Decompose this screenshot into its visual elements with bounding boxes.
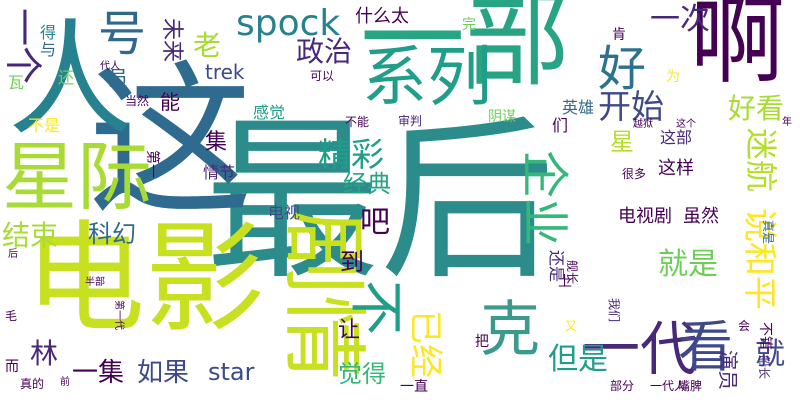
- cloud-word: 部分: [610, 379, 635, 393]
- cloud-word: 毛: [5, 309, 18, 323]
- cloud-word: 真的: [20, 377, 45, 391]
- cloud-word: 我们: [607, 298, 621, 323]
- cloud-word: 舰长: [565, 260, 579, 285]
- cloud-word: 越狱: [633, 119, 653, 130]
- cloud-word: 林: [30, 337, 59, 370]
- cloud-word: 让: [338, 318, 361, 343]
- cloud-word: 好: [598, 41, 647, 97]
- cloud-word: 不错: [757, 322, 773, 350]
- cloud-word: 与: [40, 40, 57, 59]
- cloud-word: 这: [88, 46, 253, 238]
- cloud-word: 什么太: [355, 6, 409, 27]
- cloud-word: 一部: [360, 0, 571, 101]
- cloud-word: 最后: [205, 101, 555, 304]
- cloud-word: 虽然: [683, 206, 719, 227]
- cloud-word: 会: [738, 319, 751, 333]
- cloud-word: 肯: [612, 27, 626, 43]
- cloud-word: 啊: [690, 0, 786, 97]
- cloud-word: 上: [558, 274, 572, 290]
- cloud-word: 已经: [405, 310, 445, 378]
- cloud-word: 星际: [2, 133, 153, 221]
- cloud-word: 不能: [345, 115, 370, 129]
- cloud-word: 电视: [268, 203, 301, 222]
- cloud-word: 就是: [658, 247, 718, 282]
- cloud-word: 第一代: [113, 300, 124, 330]
- cloud-word: 吧: [360, 205, 390, 240]
- cloud-word: 觉得: [338, 360, 386, 388]
- cloud-word: 得: [40, 23, 57, 42]
- cloud-word: 一直: [400, 379, 428, 395]
- cloud-word: 政治: [296, 35, 353, 68]
- cloud-word: 可以: [310, 69, 335, 83]
- cloud-word: 星: [610, 128, 634, 156]
- cloud-word: 情节: [203, 163, 236, 182]
- cloud-word: 能: [160, 90, 180, 114]
- cloud-word: 好看: [728, 92, 785, 125]
- cloud-word: 就: [755, 337, 785, 372]
- cloud-word: 一次: [650, 2, 710, 37]
- cloud-word: 到: [340, 248, 364, 276]
- cloud-word: 真是: [761, 220, 775, 245]
- cloud-word: 演员: [716, 350, 740, 390]
- cloud-word: 代人: [100, 61, 120, 72]
- cloud-word: 电视剧: [618, 206, 672, 227]
- cloud-word: 前: [60, 377, 70, 388]
- cloud-word: 企业: [516, 150, 572, 247]
- cloud-word: 员: [108, 66, 128, 90]
- cloud-word: 后: [8, 249, 18, 260]
- cloud-word: 完: [462, 17, 476, 33]
- cloud-word: 人: [8, 8, 133, 153]
- cloud-word: star: [208, 358, 255, 386]
- cloud-word: 还: [58, 68, 75, 87]
- cloud-word: 们: [552, 116, 569, 135]
- cloud-word: 这部: [660, 128, 693, 147]
- cloud-word: 半部: [85, 277, 105, 288]
- cloud-word: 开始: [598, 87, 664, 126]
- cloud-word: 审判: [398, 114, 423, 128]
- cloud-word: 感觉: [253, 103, 286, 122]
- cloud-word: 集: [205, 130, 228, 155]
- cloud-word: 把: [475, 334, 489, 350]
- cloud-word: 很多: [622, 167, 647, 181]
- cloud-word: 这个: [676, 119, 696, 130]
- cloud-word: 为: [666, 69, 680, 85]
- cloud-word: 第一: [144, 150, 160, 178]
- cloud-word: 一集: [72, 358, 125, 388]
- cloud-word: 船长: [757, 355, 771, 380]
- cloud-word: 英雄: [562, 98, 595, 117]
- cloud-word: 一代人: [650, 379, 687, 393]
- cloud-word: 老: [193, 29, 222, 62]
- cloud-word: 未来: [159, 18, 184, 63]
- cloud-word: 精彩: [318, 135, 384, 174]
- cloud-word: 号: [98, 6, 147, 62]
- cloud-word: 迷航: [742, 128, 780, 193]
- cloud-word: 系列: [362, 40, 493, 115]
- cloud-word: 当然: [125, 94, 150, 108]
- cloud-word: 而: [5, 359, 19, 375]
- cloud-word: 嘴脾: [678, 379, 703, 393]
- cloud-word: trek: [205, 60, 245, 84]
- cloud-word: 经典: [343, 170, 391, 198]
- cloud-word: 不是: [28, 116, 61, 135]
- cloud-word: 这样: [658, 158, 694, 179]
- cloud-word: 如果: [137, 358, 190, 388]
- cloud-word: 但是: [548, 342, 608, 377]
- cloud-word: spock: [236, 3, 341, 44]
- cloud-word: 瓦: [8, 73, 25, 92]
- cloud-word: 克: [480, 295, 540, 365]
- cloud-word: 阴谋: [488, 109, 516, 125]
- cloud-word: 结束: [2, 219, 59, 252]
- cloud-word: 年: [782, 117, 792, 128]
- cloud-word: 科幻: [88, 220, 136, 248]
- cloud-word: 看: [678, 315, 734, 379]
- cloud-word: 电影: [25, 210, 265, 349]
- cloud-word: 一代: [582, 315, 699, 383]
- cloud-word: 又: [565, 319, 578, 333]
